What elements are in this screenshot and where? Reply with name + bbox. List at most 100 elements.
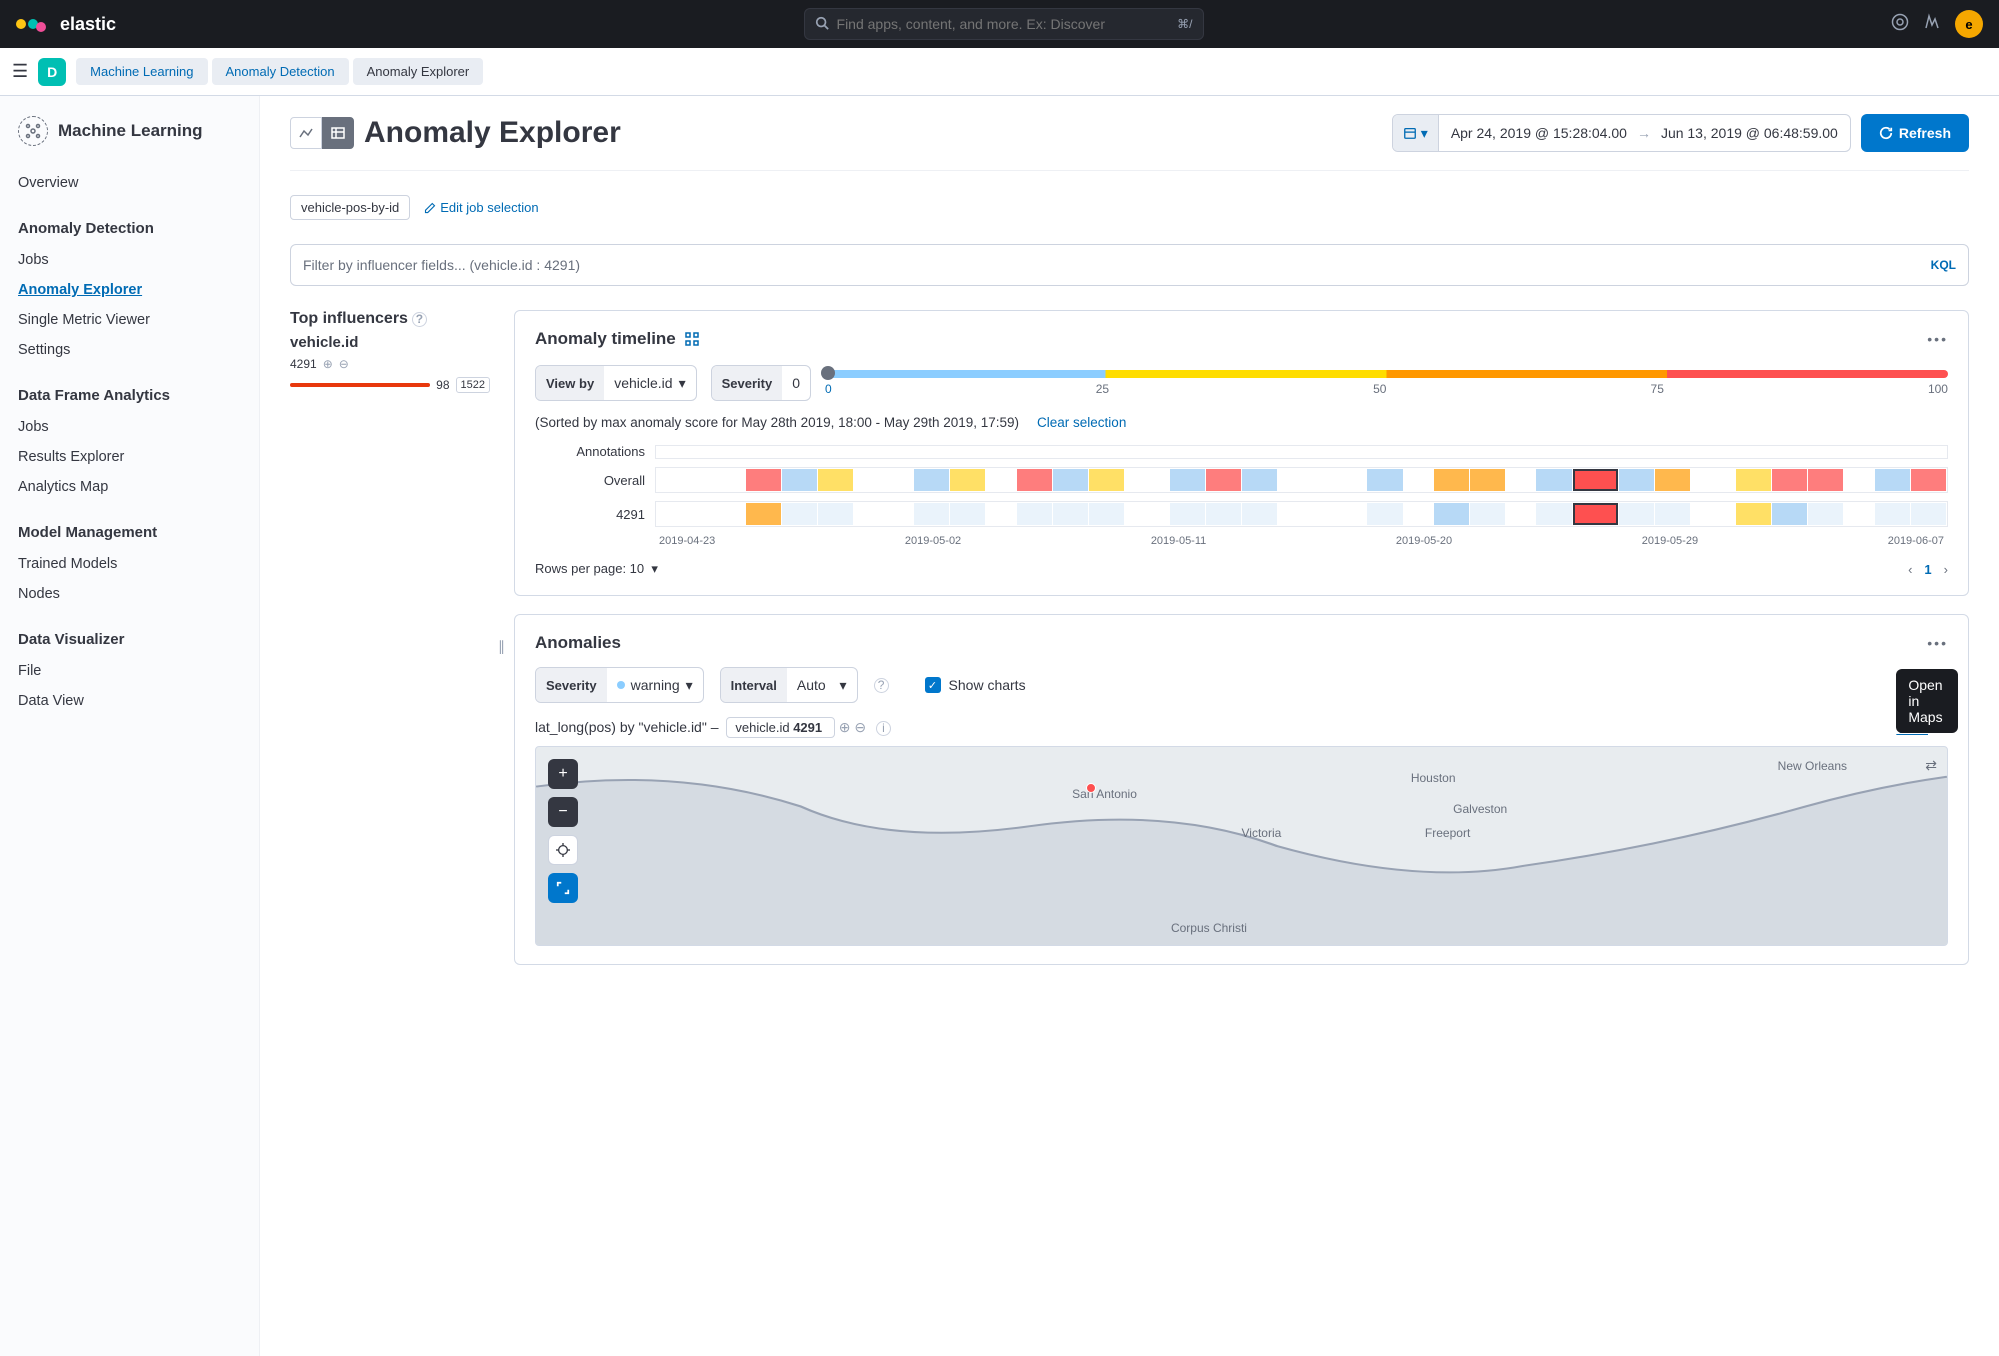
swimlane-cell[interactable] [1808, 503, 1843, 525]
swimlane-cell[interactable] [746, 469, 781, 491]
sidebar-item[interactable]: Settings [18, 335, 241, 365]
swimlane-cell[interactable] [1242, 503, 1277, 525]
show-charts-checkbox[interactable]: ✓ [925, 677, 941, 693]
fullscreen-icon[interactable] [684, 331, 700, 347]
swimlane-cell[interactable] [1206, 503, 1241, 525]
swimlane-cell[interactable] [1170, 469, 1205, 491]
swimlane-cell[interactable] [1772, 503, 1807, 525]
swimlane-track[interactable] [655, 501, 1948, 527]
swimlane-cell[interactable] [914, 469, 949, 491]
swimlane-cell[interactable] [950, 503, 985, 525]
sidebar-item[interactable]: Trained Models [18, 549, 241, 579]
swimlane-cell[interactable] [1619, 469, 1654, 491]
swimlane-cell[interactable] [914, 503, 949, 525]
swimlane-cell[interactable] [854, 503, 913, 525]
swimlane-cell[interactable] [1125, 469, 1169, 491]
help-icon[interactable]: ? [412, 312, 427, 327]
swimlane-cell[interactable] [1691, 469, 1735, 491]
date-quick-button[interactable]: ▾ [1393, 115, 1439, 151]
view-by-control[interactable]: View by vehicle.id ▾ [535, 365, 697, 401]
help-icon[interactable]: ? [874, 678, 889, 693]
swimlane-cell[interactable] [1691, 503, 1735, 525]
zoom-out-button[interactable]: − [548, 797, 578, 827]
swimlane-cell[interactable] [1619, 503, 1654, 525]
entity-chip[interactable]: vehicle.id 4291 [726, 717, 834, 738]
swimlane-track[interactable] [655, 467, 1948, 493]
rows-per-page[interactable]: Rows per page: 10 ▾ [535, 561, 658, 577]
panel-menu-icon[interactable]: ••• [1927, 331, 1948, 347]
swimlane-cell[interactable] [1506, 503, 1535, 525]
severity-scale[interactable]: 0255075100 [825, 370, 1948, 396]
swimlane-cell[interactable] [1125, 503, 1169, 525]
breadcrumb-ml[interactable]: Machine Learning [76, 58, 207, 85]
swimlane-cell[interactable] [1911, 503, 1946, 525]
fullscreen-map-button[interactable] [548, 873, 578, 903]
sidebar-item[interactable]: Single Metric Viewer [18, 305, 241, 335]
job-chip[interactable]: vehicle-pos-by-id [290, 195, 410, 220]
prev-page-icon[interactable]: ‹ [1908, 562, 1912, 577]
help-icon[interactable]: i [876, 721, 891, 736]
sidebar-item[interactable]: Jobs [18, 245, 241, 275]
swimlane-cell[interactable] [1911, 469, 1946, 491]
anom-severity-control[interactable]: Severity warning ▾ [535, 667, 704, 703]
swimlane-cell[interactable] [950, 469, 985, 491]
sidebar-item[interactable]: Anomaly Explorer [18, 275, 241, 305]
swimlane-cell[interactable] [1053, 503, 1088, 525]
plus-filter-icon[interactable]: ⊕ [323, 357, 333, 371]
user-avatar[interactable]: e [1955, 10, 1983, 38]
swimlane-cell[interactable] [1017, 469, 1052, 491]
swimlane-cell[interactable] [1367, 503, 1402, 525]
anom-interval-control[interactable]: Interval Auto ▾ [720, 667, 858, 703]
swimlane-track[interactable] [655, 445, 1948, 459]
influencer-filter-bar[interactable]: Filter by influencer fields... (vehicle.… [290, 244, 1969, 286]
table-view-button[interactable] [322, 117, 354, 149]
swimlane-cell[interactable] [1772, 469, 1807, 491]
sidebar-item[interactable]: Jobs [18, 412, 241, 442]
swimlane-cell[interactable] [657, 469, 745, 491]
swimlane-cell[interactable] [1844, 503, 1873, 525]
severity-control[interactable]: Severity 0 [711, 365, 811, 401]
swimlane-cell[interactable] [1434, 469, 1469, 491]
swimlane-cell[interactable] [1536, 503, 1571, 525]
sidebar-item[interactable]: File [18, 656, 241, 686]
anomaly-marker[interactable] [1086, 783, 1096, 793]
resize-handle[interactable]: ∥ [498, 638, 505, 655]
swimlane-cell[interactable] [1053, 469, 1088, 491]
swimlane-cell[interactable] [986, 469, 1015, 491]
swimlane-cell[interactable] [854, 469, 913, 491]
space-badge[interactable]: D [38, 58, 66, 86]
sidebar-item[interactable]: Data View [18, 686, 241, 716]
swimlane-cell[interactable] [1404, 469, 1433, 491]
swimlane-cell[interactable] [1875, 503, 1910, 525]
swimlane-cell[interactable] [1808, 469, 1843, 491]
swimlane-cell[interactable] [1017, 503, 1052, 525]
swimlane-cell[interactable] [1536, 469, 1571, 491]
global-search[interactable]: ⌘/ [804, 8, 1204, 40]
sidebar-item[interactable]: Analytics Map [18, 472, 241, 502]
swimlane-cell[interactable] [1089, 469, 1124, 491]
swimlane-cell[interactable] [1089, 503, 1124, 525]
swimlane-cell[interactable] [1655, 503, 1690, 525]
swimlane-cell[interactable] [746, 503, 781, 525]
swimlane-cell[interactable] [1206, 469, 1241, 491]
help-icon[interactable] [1891, 13, 1909, 36]
swimlane-cell[interactable] [1470, 503, 1505, 525]
locate-button[interactable] [548, 835, 578, 865]
swimlane-cell[interactable] [1170, 503, 1205, 525]
date-range-picker[interactable]: ▾ Apr 24, 2019 @ 15:28:04.00 → Jun 13, 2… [1392, 114, 1851, 152]
newsfeed-icon[interactable] [1923, 13, 1941, 36]
swimlane-cell[interactable] [1573, 469, 1618, 491]
zoom-in-button[interactable]: + [548, 759, 578, 789]
swimlane-cell[interactable] [818, 503, 853, 525]
swimlane-cell[interactable] [1844, 469, 1873, 491]
sidebar-item[interactable]: Overview [18, 168, 241, 198]
swimlane-cell[interactable] [1875, 469, 1910, 491]
influencer-value[interactable]: 4291 [290, 357, 317, 371]
sidebar-item[interactable]: Nodes [18, 579, 241, 609]
kql-badge[interactable]: KQL [1931, 258, 1956, 272]
layers-toggle-icon[interactable]: ⇄ [1925, 757, 1937, 774]
swimlane-cell[interactable] [1506, 469, 1535, 491]
swimlane-cell[interactable] [818, 469, 853, 491]
swimlane-cell[interactable] [1434, 503, 1469, 525]
swimlane-cell[interactable] [1278, 503, 1366, 525]
